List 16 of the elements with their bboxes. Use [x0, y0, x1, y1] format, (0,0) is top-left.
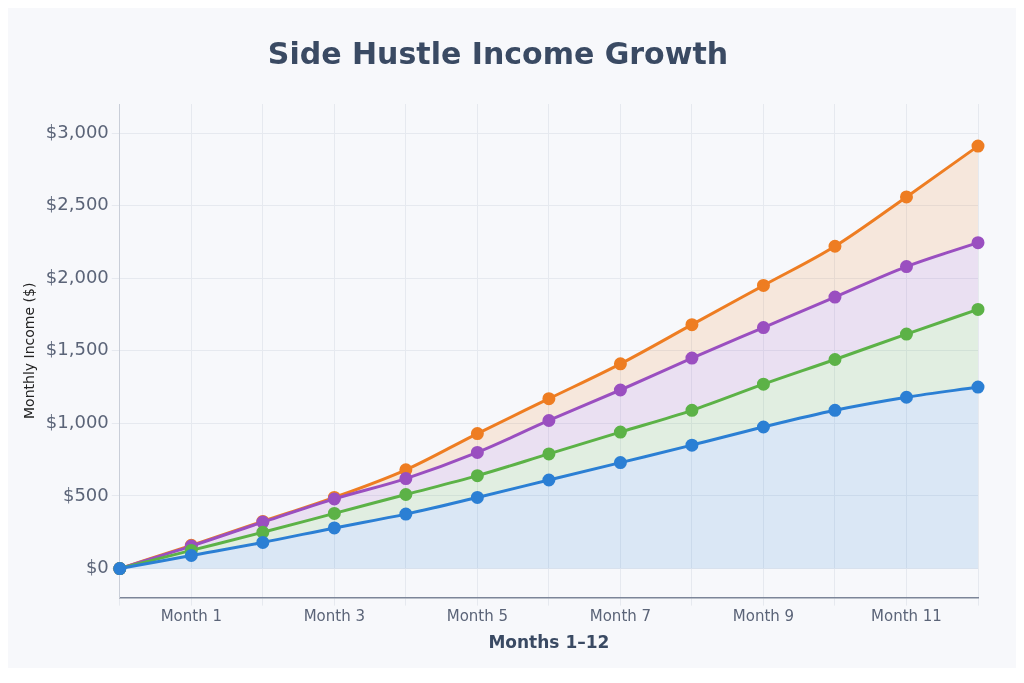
x-tick-label: Month 9: [732, 607, 795, 626]
y-tick-label: $500: [62, 483, 109, 505]
y-tick-label: $3,000: [45, 120, 109, 142]
y-tick-label: $1,000: [45, 411, 109, 433]
y-tick-label: $1,500: [45, 338, 109, 360]
chart-title: Side Hustle Income Growth: [267, 35, 729, 71]
x-tick-label: Month 7: [589, 607, 652, 626]
x-axis-title: Months 1–12: [488, 632, 610, 653]
y-tick-label: $2,500: [45, 193, 109, 215]
y-axis-title: Monthly Income ($): [21, 282, 38, 419]
x-tick-label: Month 5: [446, 607, 509, 626]
x-tick-label: Month 11: [871, 607, 942, 626]
x-tick-label: Month 1: [160, 607, 222, 626]
y-tick-label: $0: [85, 556, 109, 578]
y-tick-label: $2,000: [45, 265, 109, 287]
x-tick-label: Month 3: [303, 607, 365, 626]
